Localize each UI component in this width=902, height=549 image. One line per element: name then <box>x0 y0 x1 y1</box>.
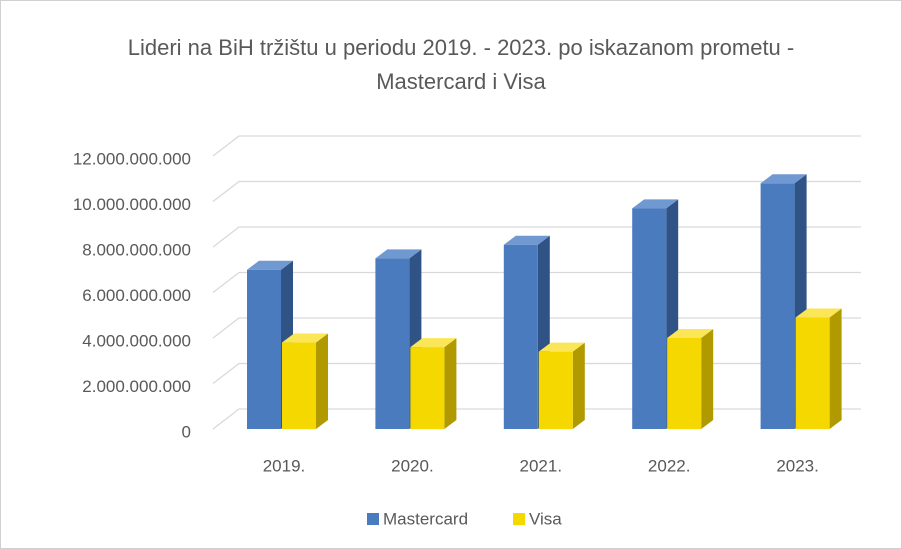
bar <box>503 244 538 429</box>
bar <box>795 317 830 429</box>
y-tick-label: 4.000.000.000 <box>82 331 191 350</box>
x-tick-label: 2023. <box>776 456 819 475</box>
bar <box>375 258 410 429</box>
bar <box>410 347 445 429</box>
bar-top <box>282 333 328 343</box>
bar-side <box>444 338 457 429</box>
bar-side <box>572 342 585 429</box>
grid-line <box>212 180 861 203</box>
x-tick-label: 2020. <box>391 456 434 475</box>
bar-top <box>667 329 714 338</box>
y-tick-label: 6.000.000.000 <box>82 286 191 305</box>
bar-top <box>795 308 842 318</box>
bar-side <box>701 329 714 429</box>
x-tick-label: 2021. <box>520 456 563 475</box>
bar-top <box>375 249 422 259</box>
bar <box>667 338 702 429</box>
bar-side <box>829 308 842 429</box>
bar-side <box>316 333 328 429</box>
bar-top <box>760 174 807 184</box>
bar-top <box>410 338 457 348</box>
grid-line <box>212 135 861 157</box>
legend-label: Visa <box>529 509 562 528</box>
legend-swatch <box>513 513 525 525</box>
y-tick-label: 2.000.000.000 <box>82 377 191 396</box>
bar-top <box>503 235 550 245</box>
y-tick-label: 8.000.000.000 <box>82 240 191 259</box>
bar <box>282 342 316 429</box>
bar-top <box>538 342 585 352</box>
legend-label: Mastercard <box>383 509 468 528</box>
legend-swatch <box>367 513 379 525</box>
y-tick-label: 12.000.000.000 <box>73 149 191 168</box>
x-tick-label: 2019. <box>263 456 306 475</box>
bar <box>760 183 795 429</box>
chart-title: Lideri na BiH tržištu u periodu 2019. - … <box>127 35 795 94</box>
bar <box>632 208 667 429</box>
y-tick-label: 0 <box>182 422 191 441</box>
y-tick-label: 10.000.000.000 <box>73 195 191 214</box>
bar <box>247 269 281 429</box>
x-tick-label: 2022. <box>648 456 691 475</box>
bar-top <box>632 199 679 209</box>
bar-top <box>247 260 293 270</box>
bar <box>538 351 573 429</box>
